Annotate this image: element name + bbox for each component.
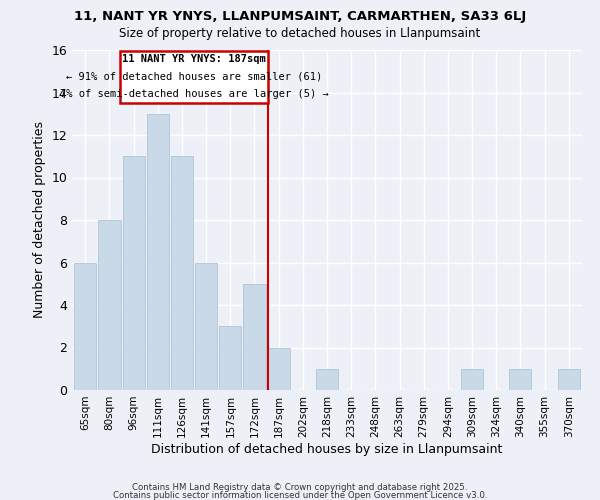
Bar (219, 326, 241, 390)
Bar (195, 262, 217, 390)
Text: Size of property relative to detached houses in Llanpumsaint: Size of property relative to detached ho… (119, 28, 481, 40)
Bar (461, 369, 483, 390)
Bar (557, 369, 580, 390)
Text: Contains HM Land Registry data © Crown copyright and database right 2025.: Contains HM Land Registry data © Crown c… (132, 484, 468, 492)
Bar (268, 348, 290, 390)
Text: ← 91% of detached houses are smaller (61): ← 91% of detached houses are smaller (61… (66, 71, 322, 81)
FancyBboxPatch shape (121, 51, 268, 103)
Bar (122, 156, 145, 390)
Bar (74, 262, 97, 390)
Text: 11 NANT YR YNYS: 187sqm: 11 NANT YR YNYS: 187sqm (122, 54, 266, 64)
Bar (98, 220, 121, 390)
Y-axis label: Number of detached properties: Number of detached properties (33, 122, 46, 318)
Bar (146, 114, 169, 390)
Bar (509, 369, 532, 390)
Bar (171, 156, 193, 390)
Bar (244, 284, 266, 390)
Text: Contains public sector information licensed under the Open Government Licence v3: Contains public sector information licen… (113, 491, 487, 500)
Text: 7% of semi-detached houses are larger (5) →: 7% of semi-detached houses are larger (5… (59, 88, 328, 99)
X-axis label: Distribution of detached houses by size in Llanpumsaint: Distribution of detached houses by size … (151, 442, 503, 456)
Bar (316, 369, 338, 390)
Text: 11, NANT YR YNYS, LLANPUMSAINT, CARMARTHEN, SA33 6LJ: 11, NANT YR YNYS, LLANPUMSAINT, CARMARTH… (74, 10, 526, 23)
